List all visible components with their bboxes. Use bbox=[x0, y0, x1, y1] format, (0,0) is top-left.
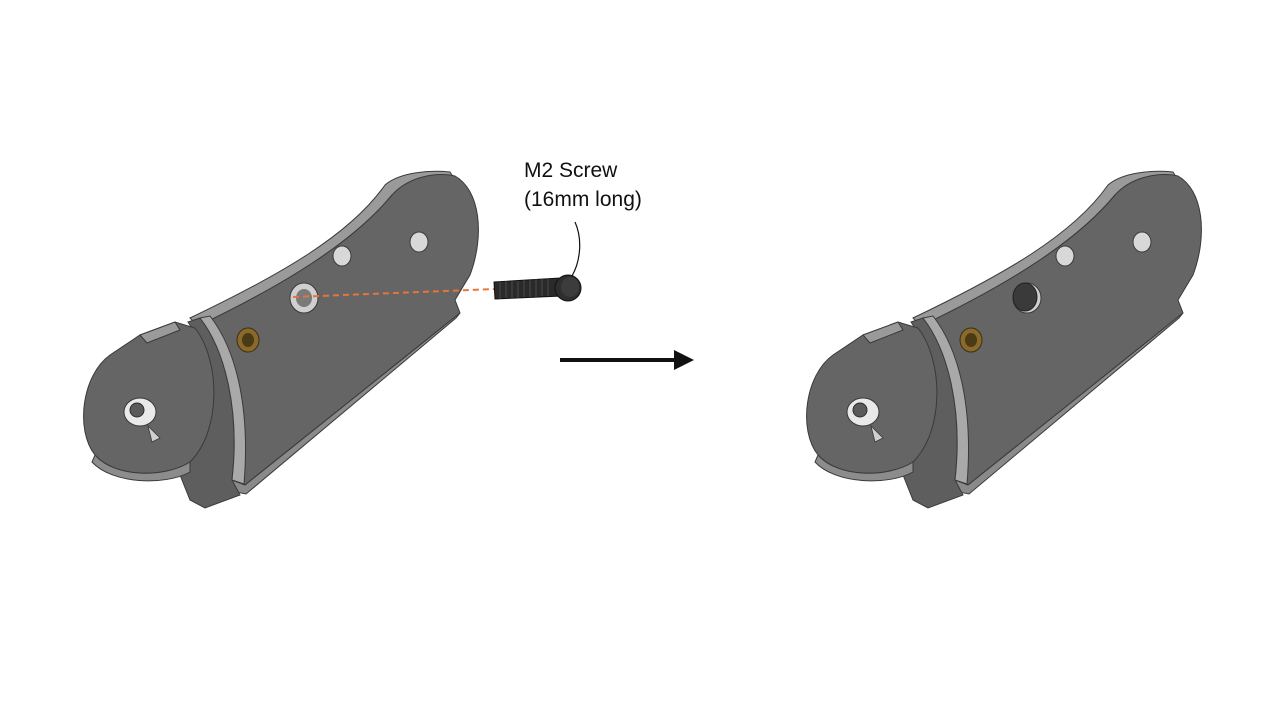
empty-screw-hole bbox=[296, 289, 312, 307]
callout-line-2: (16mm long) bbox=[524, 188, 642, 211]
callout-line-1: M2 Screw bbox=[524, 159, 618, 182]
right-arrow-icon bbox=[560, 350, 694, 370]
bracket-before bbox=[83, 170, 479, 509]
screw-callout-label: M2 Screw (16mm long) bbox=[524, 156, 642, 214]
callout-leader-line bbox=[571, 221, 581, 277]
installed-screw-head bbox=[1012, 282, 1038, 312]
bracket-after bbox=[806, 170, 1202, 509]
insertion-guide-line bbox=[292, 288, 497, 298]
m2-screw bbox=[493, 274, 582, 302]
